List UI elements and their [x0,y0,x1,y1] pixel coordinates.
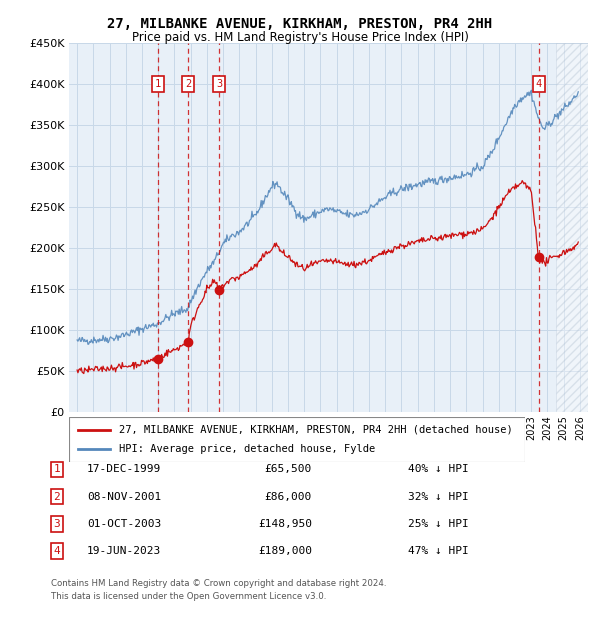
Text: 17-DEC-1999: 17-DEC-1999 [87,464,161,474]
Text: 40% ↓ HPI: 40% ↓ HPI [408,464,469,474]
Text: 2: 2 [185,79,191,89]
Text: 01-OCT-2003: 01-OCT-2003 [87,519,161,529]
Text: 19-JUN-2023: 19-JUN-2023 [87,546,161,556]
Text: £65,500: £65,500 [265,464,312,474]
Text: Price paid vs. HM Land Registry's House Price Index (HPI): Price paid vs. HM Land Registry's House … [131,31,469,44]
Text: 32% ↓ HPI: 32% ↓ HPI [408,492,469,502]
Text: 2: 2 [53,492,61,502]
Text: HPI: Average price, detached house, Fylde: HPI: Average price, detached house, Fyld… [119,445,376,454]
Text: This data is licensed under the Open Government Licence v3.0.: This data is licensed under the Open Gov… [51,592,326,601]
Text: £148,950: £148,950 [258,519,312,529]
Text: 3: 3 [216,79,222,89]
Text: 1: 1 [53,464,61,474]
Text: 1: 1 [154,79,161,89]
Text: Contains HM Land Registry data © Crown copyright and database right 2024.: Contains HM Land Registry data © Crown c… [51,578,386,588]
Text: 27, MILBANKE AVENUE, KIRKHAM, PRESTON, PR4 2HH (detached house): 27, MILBANKE AVENUE, KIRKHAM, PRESTON, P… [119,425,513,435]
Text: 27, MILBANKE AVENUE, KIRKHAM, PRESTON, PR4 2HH: 27, MILBANKE AVENUE, KIRKHAM, PRESTON, P… [107,17,493,32]
Bar [556,43,588,412]
Text: 25% ↓ HPI: 25% ↓ HPI [408,519,469,529]
Text: 08-NOV-2001: 08-NOV-2001 [87,492,161,502]
Text: £189,000: £189,000 [258,546,312,556]
FancyBboxPatch shape [69,417,525,462]
Text: 4: 4 [53,546,61,556]
Text: £86,000: £86,000 [265,492,312,502]
Text: 4: 4 [536,79,542,89]
Text: 3: 3 [53,519,61,529]
Text: 47% ↓ HPI: 47% ↓ HPI [408,546,469,556]
